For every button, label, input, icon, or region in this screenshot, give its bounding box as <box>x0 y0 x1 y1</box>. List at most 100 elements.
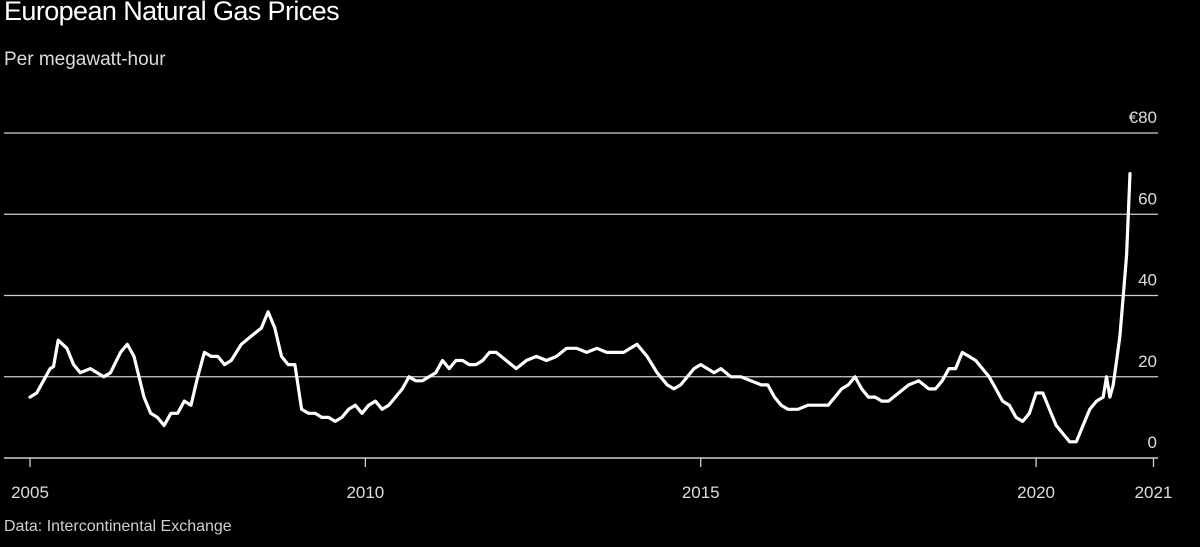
data-point <box>807 404 810 407</box>
data-point <box>66 347 69 350</box>
data-point <box>666 384 669 387</box>
data-point <box>190 404 193 407</box>
data-point <box>545 359 548 362</box>
data-point <box>294 363 297 366</box>
series-points-0 <box>29 172 1132 443</box>
data-point <box>880 400 883 403</box>
data-point <box>133 355 136 358</box>
data-point <box>713 371 716 374</box>
data-point <box>475 363 478 366</box>
data-point <box>468 363 471 366</box>
data-point <box>35 392 38 395</box>
data-point <box>934 388 937 391</box>
data-point <box>1068 440 1071 443</box>
data-point <box>102 375 105 378</box>
data-point <box>428 375 431 378</box>
data-point <box>176 412 179 415</box>
data-point <box>280 355 283 358</box>
data-point <box>448 367 451 370</box>
data-point <box>307 412 310 415</box>
chart-subtitle: Per megawatt-hour <box>4 49 166 70</box>
data-point <box>203 351 206 354</box>
data-point <box>367 404 370 407</box>
x-tick-label-2010: 2010 <box>346 483 384 502</box>
data-point <box>96 371 99 374</box>
data-point <box>1095 400 1098 403</box>
data-point <box>1075 440 1078 443</box>
data-point <box>408 375 411 378</box>
data-point <box>673 388 676 391</box>
data-point <box>273 327 276 330</box>
x-tick-label-2005: 2005 <box>11 483 49 502</box>
data-point <box>629 347 632 350</box>
data-point <box>89 367 92 370</box>
data-point <box>29 396 32 399</box>
data-point <box>575 347 578 350</box>
data-point <box>1021 420 1024 423</box>
data-point <box>230 359 233 362</box>
data-point <box>1015 416 1018 419</box>
data-point <box>401 388 404 391</box>
data-point <box>679 384 682 387</box>
data-point <box>327 416 330 419</box>
data-point <box>79 371 82 374</box>
data-point <box>988 375 991 378</box>
data-point <box>455 359 458 362</box>
data-point <box>565 347 568 350</box>
data-point <box>760 384 763 387</box>
data-point <box>354 404 357 407</box>
data-point <box>374 400 377 403</box>
data-point <box>1122 294 1125 297</box>
data-point <box>750 379 753 382</box>
data-point <box>636 343 639 346</box>
data-point <box>300 408 303 411</box>
data-point <box>49 367 52 370</box>
data-point <box>57 339 60 342</box>
data-point <box>183 400 186 403</box>
data-point <box>240 343 243 346</box>
data-point <box>699 363 702 366</box>
data-point <box>314 412 317 415</box>
data-point <box>170 412 173 415</box>
y-tick-label-0: 0 <box>1148 433 1157 452</box>
data-point <box>434 371 437 374</box>
data-point <box>394 396 397 399</box>
data-point <box>656 371 659 374</box>
data-point <box>196 375 199 378</box>
data-point <box>730 375 733 378</box>
x-tick-label-2020: 2020 <box>1017 483 1055 502</box>
series-line-0 <box>28 172 1132 444</box>
data-point <box>461 359 464 362</box>
y-tick-label-60: 60 <box>1138 189 1157 208</box>
data-point <box>1035 392 1038 395</box>
data-point <box>827 404 830 407</box>
data-point <box>766 384 769 387</box>
data-point <box>525 359 528 362</box>
data-point <box>974 359 977 362</box>
data-point <box>1105 375 1108 378</box>
data-point <box>948 367 951 370</box>
x-tick-label-2021: 2021 <box>1135 483 1173 502</box>
y-tick-label-80: €80 <box>1129 108 1157 127</box>
x-axis: 2005 2010 2015 2020 2021 <box>4 457 1173 502</box>
y-tick-label-40: 40 <box>1138 271 1157 290</box>
data-point <box>441 359 444 362</box>
data-point <box>126 343 129 346</box>
data-point <box>1088 408 1091 411</box>
data-point <box>341 416 344 419</box>
chart-title: European Natural Gas Prices <box>4 0 340 26</box>
series-group <box>28 172 1132 444</box>
y-tick-label-20: 20 <box>1138 352 1157 371</box>
data-point <box>595 347 598 350</box>
data-point <box>414 379 417 382</box>
data-point <box>1109 396 1112 399</box>
data-point <box>1048 408 1051 411</box>
data-point <box>646 355 649 358</box>
data-point <box>334 420 337 423</box>
gridlines <box>4 132 1158 378</box>
data-point <box>740 375 743 378</box>
data-point <box>381 408 384 411</box>
data-point <box>780 404 783 407</box>
data-point <box>887 400 890 403</box>
data-point <box>421 379 424 382</box>
